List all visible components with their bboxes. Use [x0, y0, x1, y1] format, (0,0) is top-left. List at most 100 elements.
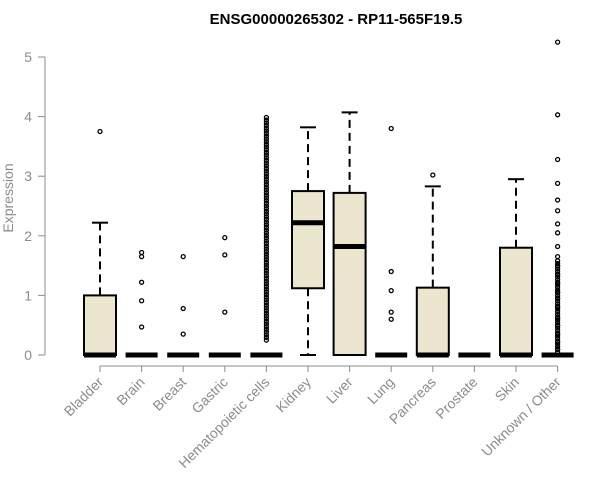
- outlier-point: [138, 249, 145, 256]
- outlier-point: [554, 180, 561, 187]
- outlier-point: [554, 276, 561, 283]
- y-tick-label: 3: [24, 168, 32, 184]
- outlier-point: [554, 306, 561, 312]
- outlier-point: [554, 303, 561, 310]
- box-body: [415, 286, 450, 357]
- outlier-point: [263, 203, 270, 209]
- box-breast: [167, 254, 200, 358]
- outlier-point: [554, 287, 561, 293]
- outlier-point: [263, 332, 270, 338]
- outlier-point: [263, 147, 270, 153]
- outlier-point: [263, 294, 270, 300]
- outlier-point: [263, 313, 270, 319]
- outlier-point: [263, 329, 270, 335]
- outlier-point: [180, 305, 186, 312]
- outlier-point: [263, 305, 270, 311]
- outlier-point: [263, 289, 270, 295]
- outlier-point: [263, 326, 270, 333]
- y-tick-label: 4: [24, 109, 32, 125]
- outlier-point: [554, 333, 561, 339]
- outlier-point: [263, 273, 270, 279]
- outlier-point: [263, 248, 270, 255]
- outlier-point: [263, 179, 270, 185]
- outlier-point: [263, 278, 270, 284]
- outlier-point: [263, 281, 270, 287]
- box-body: [332, 191, 367, 356]
- outlier-point: [263, 152, 270, 158]
- outlier-point: [263, 291, 270, 298]
- y-tick-label: 0: [24, 347, 32, 363]
- x-tick-label: Bladder: [61, 374, 107, 420]
- outlier-point: [180, 331, 186, 337]
- outlier-point: [554, 243, 561, 250]
- outlier-point: [263, 240, 270, 247]
- y-tick-label: 2: [24, 228, 32, 244]
- outlier-point: [263, 227, 270, 233]
- outlier-point: [263, 232, 270, 239]
- outlier-point: [263, 133, 270, 139]
- outlier-point: [554, 197, 561, 203]
- outlier-point: [263, 168, 270, 174]
- box-skin: [499, 178, 533, 358]
- outlier-point: [554, 314, 561, 320]
- outlier-point: [138, 298, 145, 304]
- outlier-point: [263, 275, 270, 282]
- outlier-point: [263, 286, 270, 292]
- outlier-point: [263, 176, 270, 182]
- outlier-point: [263, 120, 270, 126]
- outlier-point: [554, 279, 561, 285]
- box-body: [291, 190, 325, 290]
- outlier-point: [388, 125, 394, 132]
- outlier-point: [263, 243, 270, 249]
- outlier-point: [554, 263, 561, 269]
- outlier-point: [554, 341, 561, 347]
- outlier-point: [263, 149, 270, 156]
- outlier-point: [138, 254, 145, 260]
- outlier-point: [138, 324, 145, 330]
- outlier-point: [263, 315, 270, 322]
- outlier-point: [263, 324, 270, 330]
- boxes: [83, 39, 574, 358]
- outlier-point: [263, 208, 270, 215]
- outlier-point: [263, 206, 270, 212]
- outlier-point: [263, 184, 270, 190]
- outlier-point: [263, 195, 270, 201]
- outlier-point: [97, 128, 103, 135]
- outlier-point: [554, 317, 561, 323]
- outlier-point: [263, 122, 270, 129]
- outlier-point: [263, 141, 270, 147]
- outlier-point: [263, 222, 270, 228]
- outlier-point: [263, 165, 270, 172]
- y-tick-label: 1: [24, 287, 32, 303]
- outlier-point: [554, 309, 561, 315]
- outlier-point: [263, 254, 270, 260]
- outlier-point: [554, 330, 561, 336]
- outlier-point: [263, 262, 270, 268]
- outlier-point: [263, 173, 270, 180]
- outlier-point: [222, 309, 228, 315]
- outlier-point: [388, 316, 394, 322]
- outlier-point: [263, 138, 270, 145]
- outlier-point: [263, 155, 270, 161]
- box-body: [83, 294, 117, 356]
- outlier-point: [263, 192, 270, 198]
- outlier-point: [263, 117, 270, 123]
- outlier-point: [430, 172, 436, 178]
- outlier-point: [263, 136, 270, 142]
- outlier-point: [554, 327, 561, 334]
- outlier-point: [554, 271, 561, 277]
- outlier-point: [263, 299, 270, 306]
- outlier-point: [263, 157, 270, 164]
- x-tick-label: Brain: [113, 374, 147, 408]
- chart-title: ENSG00000265302 - RP11-565F19.5: [210, 11, 463, 28]
- outlier-point: [554, 346, 561, 352]
- outlier-point: [554, 221, 561, 227]
- outlier-point: [554, 293, 561, 299]
- outlier-point: [388, 268, 394, 275]
- x-tick-label: Lung: [364, 374, 397, 407]
- outlier-point: [263, 214, 270, 220]
- outlier-point: [554, 311, 561, 318]
- outlier-point: [222, 234, 228, 241]
